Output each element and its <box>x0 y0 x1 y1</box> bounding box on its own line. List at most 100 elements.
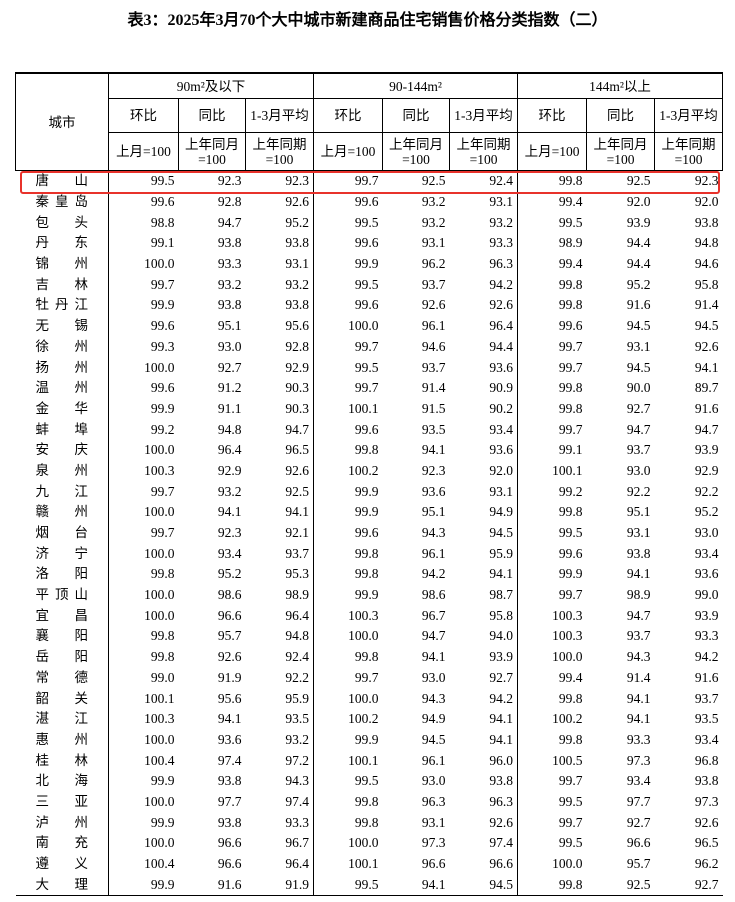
value-cell: 93.6 <box>694 566 719 582</box>
data-row: 北海 99.9 93.8 94.3 99.5 93.0 93.8 99.7 93.4 93.8 <box>15 770 723 792</box>
value-cell: 94.6 <box>421 338 446 354</box>
header-row: 城市 90m²及以下 90-144m² 144m²以上 <box>15 72 724 171</box>
value-cell: 93.8 <box>217 235 242 251</box>
value-cell: 92.7 <box>626 400 651 416</box>
value-cell: 100.0 <box>517 646 587 668</box>
value-cell: 92.9 <box>217 462 242 478</box>
sub-header: 同比 <box>178 98 246 133</box>
value-cell: 93.6 <box>421 483 446 499</box>
data-row: 平顶山 100.0 98.6 98.9 99.9 98.6 98.7 99.7 98.9 99.0 <box>15 584 723 606</box>
value-cell: 94.5 <box>626 318 651 334</box>
group-header: 144m²以上 <box>517 72 724 99</box>
value-cell: 99.9 <box>313 584 383 606</box>
sub-header: 1-3月平均 <box>654 98 724 133</box>
city-cell: 包头 <box>15 212 109 234</box>
value-cell: 99.9 <box>313 729 383 751</box>
value-cell: 93.3 <box>217 256 242 272</box>
value-cell: 91.9 <box>245 874 314 897</box>
value-cell: 100.0 <box>313 688 383 709</box>
value-cell: 93.0 <box>217 338 242 354</box>
city-name: 济宁 <box>35 545 89 561</box>
value-cell: 96.6 <box>626 835 651 851</box>
value-cell: 99.7 <box>517 336 587 358</box>
value-cell: 92.0 <box>694 194 719 210</box>
value-cell: 94.5 <box>694 318 719 334</box>
data-row: 锦州 100.0 93.3 93.1 99.9 96.2 96.3 99.4 94.4 94.6 <box>15 253 723 275</box>
value-cell: 99.8 <box>517 377 587 399</box>
value-cell: 92.5 <box>626 173 651 189</box>
data-row: 丹东 99.1 93.8 93.8 99.6 93.1 93.3 98.9 94.4 94.8 <box>15 233 723 254</box>
value-cell: 99.8 <box>313 812 383 833</box>
title: 表3：2025年3月70个大中城市新建商品住宅销售价格分类指数（二） <box>127 12 608 29</box>
value-cell: 100.3 <box>313 605 383 627</box>
value-cell: 96.4 <box>285 856 309 872</box>
city-name: 扬州 <box>35 359 89 375</box>
data-row: 唐山 99.5 92.3 92.3 99.7 92.5 92.4 99.8 92.5 92.3 <box>15 170 723 192</box>
value-cell: 95.6 <box>217 690 242 706</box>
value-cell: 94.7 <box>694 421 719 437</box>
value-cell: 94.3 <box>285 773 309 789</box>
value-cell: 99.6 <box>313 233 383 254</box>
value-cell: 100.3 <box>517 605 587 627</box>
value-cell: 96.2 <box>694 856 719 872</box>
value-cell: 93.8 <box>217 814 242 830</box>
value-cell: 94.1 <box>626 711 651 727</box>
value-cell: 94.5 <box>489 525 514 541</box>
value-cell: 92.6 <box>285 462 309 478</box>
value-cell: 93.9 <box>489 649 514 665</box>
value-cell: 99.3 <box>150 338 175 354</box>
value-cell: 95.8 <box>489 607 514 623</box>
value-cell: 100.0 <box>144 793 175 809</box>
data-row: 韶关 100.1 95.6 95.9 100.0 94.3 94.2 99.8 94.1 93.7 <box>15 688 723 709</box>
value-cell: 95.8 <box>694 276 719 292</box>
value-cell: 92.2 <box>285 669 309 685</box>
value-cell: 99.9 <box>313 481 383 502</box>
value-cell: 96.4 <box>217 442 242 458</box>
value-cell: 96.5 <box>285 442 309 458</box>
city-name: 徐州 <box>35 338 89 354</box>
value-cell: 92.4 <box>489 173 514 189</box>
data-row: 湛江 100.3 94.1 93.5 100.2 94.9 94.1 100.2 94.1 93.… <box>15 708 723 730</box>
value-cell: 99.5 <box>517 791 587 813</box>
value-cell: 100.0 <box>144 442 175 458</box>
value-cell: 93.8 <box>285 297 309 313</box>
value-cell: 96.6 <box>217 835 242 851</box>
value-cell: 94.1 <box>421 442 446 458</box>
value-cell: 92.6 <box>285 194 309 210</box>
value-cell: 100.0 <box>144 504 175 520</box>
value-cell: 92.7 <box>626 814 651 830</box>
value-cell: 99.8 <box>517 729 587 751</box>
city-name: 北海 <box>35 773 89 789</box>
table-body: 唐山 99.5 92.3 92.3 99.7 92.5 92.4 99.8 92.5 92.3 秦皇… <box>15 170 723 897</box>
value-cell: 94.1 <box>421 649 446 665</box>
city-name: 蚌埠 <box>35 421 89 437</box>
value-cell: 91.4 <box>421 380 446 396</box>
value-cell: 95.9 <box>285 690 309 706</box>
value-cell: 94.1 <box>694 359 719 375</box>
value-cell: 92.0 <box>626 194 651 210</box>
city-cell: 岳阳 <box>15 646 109 668</box>
city-name: 泸州 <box>35 814 89 830</box>
value-cell: 92.6 <box>217 649 242 665</box>
value-cell: 92.6 <box>489 814 514 830</box>
value-cell: 93.8 <box>694 214 719 230</box>
city-cell: 赣州 <box>15 502 109 523</box>
value-cell: 99.9 <box>517 564 587 585</box>
city-name: 襄阳 <box>35 628 89 644</box>
value-cell: 94.8 <box>217 421 242 437</box>
value-cell: 94.0 <box>489 628 514 644</box>
value-cell: 99.6 <box>517 315 587 337</box>
city-cell: 安庆 <box>15 439 109 461</box>
value-cell: 96.3 <box>489 256 514 272</box>
value-cell: 92.6 <box>421 297 446 313</box>
value-cell: 92.7 <box>489 669 514 685</box>
base-header: 上年同月=100 <box>382 132 450 171</box>
city-cell: 南充 <box>15 833 109 854</box>
city-cell: 宜昌 <box>15 605 109 627</box>
value-cell: 94.3 <box>421 690 446 706</box>
data-row: 常德 99.0 91.9 92.2 99.7 93.0 92.7 99.4 91.4 91.6 <box>15 667 723 689</box>
value-cell: 92.6 <box>489 297 514 313</box>
city-name: 秦皇岛 <box>35 194 89 210</box>
city-cell: 湛江 <box>15 708 109 730</box>
sub-header: 环比 <box>108 98 179 133</box>
